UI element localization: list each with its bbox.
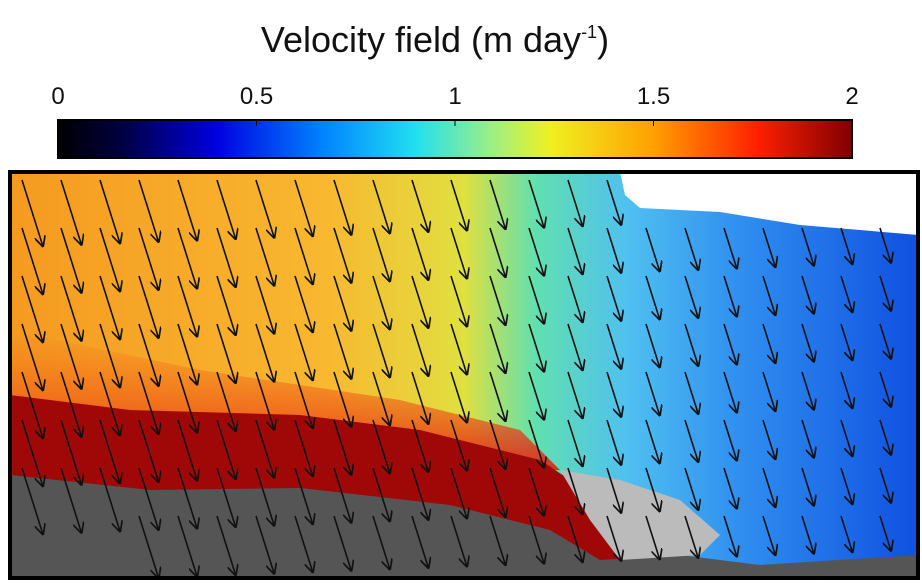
title-text: Velocity field (m day	[261, 19, 581, 60]
colorbar-tick-label: 0.5	[240, 83, 273, 110]
title-superscript: -1	[581, 22, 597, 42]
colorbar-tick-label: 1	[448, 83, 461, 110]
title: Velocity field (m day-1)	[261, 19, 609, 60]
figure: Velocity field (m day-1) 0 0.5 1 1.5 2	[0, 0, 922, 582]
velocity-map	[10, 172, 918, 578]
title-close: )	[597, 19, 609, 60]
colorbar-tick-label: 2	[845, 83, 858, 110]
page: Velocity field (m day-1) 00.511.52 (() =…	[0, 0, 922, 582]
colorbar-tick-label: 0	[51, 83, 64, 110]
colorbar-tick-label: 1.5	[637, 83, 670, 110]
